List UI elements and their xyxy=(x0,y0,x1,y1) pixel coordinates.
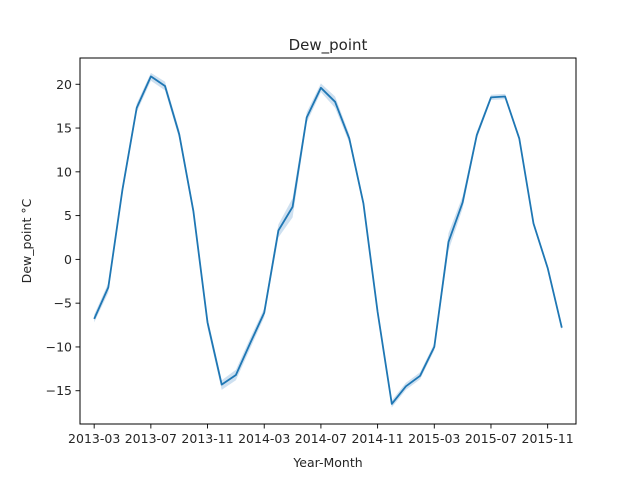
y-tick-label: 5 xyxy=(64,208,72,223)
x-tick-label: 2013-03 xyxy=(68,431,120,446)
y-axis: −15 −10 −5 0 5 10 15 20 xyxy=(46,77,80,398)
dew-point-line xyxy=(93,75,563,405)
x-tick-label: 2015-03 xyxy=(408,431,460,446)
x-tick-label: 2013-11 xyxy=(181,431,233,446)
y-tick-label: −10 xyxy=(46,339,72,354)
y-tick-label: −5 xyxy=(54,296,72,311)
x-tick-label: 2015-11 xyxy=(522,431,574,446)
confidence-band xyxy=(94,72,562,408)
y-tick-label: 10 xyxy=(56,164,72,179)
x-tick-label: 2014-07 xyxy=(295,431,347,446)
y-tick-label: 0 xyxy=(64,252,72,267)
plot-frame xyxy=(79,57,577,425)
x-axis: 2013-03 2013-07 2013-11 2014-03 2014-07 2014-… xyxy=(68,424,574,446)
chart-title: Dew_point xyxy=(289,36,368,55)
x-tick-label: 2013-07 xyxy=(125,431,177,446)
x-tick-label: 2014-03 xyxy=(238,431,290,446)
y-tick-label: −15 xyxy=(46,383,72,398)
y-tick-label: 20 xyxy=(56,77,72,92)
x-axis-label: Year-Month xyxy=(292,455,362,470)
y-tick-label: 15 xyxy=(56,121,72,136)
x-tick-label: 2014-11 xyxy=(351,431,403,446)
plot-area xyxy=(93,72,563,408)
y-axis-label: Dew_point °C xyxy=(19,198,34,283)
x-tick-label: 2015-07 xyxy=(465,431,517,446)
